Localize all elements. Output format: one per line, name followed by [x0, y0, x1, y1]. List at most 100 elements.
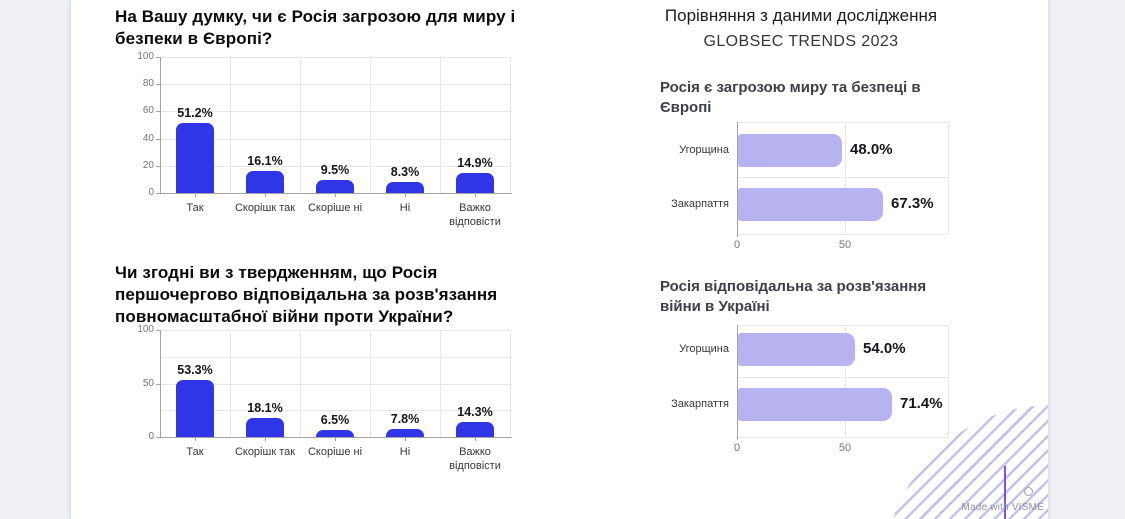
x-tick-mark [405, 193, 406, 197]
y-tick-label: 100 [137, 324, 154, 335]
gridline-v [845, 325, 846, 437]
category-label: Закарпаття [671, 398, 729, 410]
left-chart-1: 0 20 40 60 80 100 51.2% Так 16.1% Скорішк так 9.5%… [135, 50, 520, 228]
gridline-h [737, 325, 948, 326]
x-tick-mark [265, 437, 266, 441]
bar [176, 123, 214, 193]
category-label: Важко відповісти [449, 202, 501, 228]
category-label: Ні [399, 202, 411, 214]
cursor-line-decoration [1004, 466, 1006, 519]
bar-value-label: 48.0% [850, 141, 893, 158]
gridline-v [510, 330, 511, 437]
infographic-canvas: На Вашу думку, чи є Росія загрозою для м… [71, 0, 1048, 519]
y-tick-label: 60 [142, 105, 154, 117]
right-chart-2: 0 50 54.0% Угорщина 71.4% Закарпаття [660, 323, 960, 461]
bar [738, 387, 892, 421]
visme-ring-icon [1024, 487, 1033, 496]
bar [386, 429, 424, 437]
gridline-v [230, 57, 231, 193]
y-tick-mark [156, 330, 160, 331]
category-label: Скорішк так [234, 202, 296, 214]
x-tick-mark [335, 193, 336, 197]
y-tick-mark [156, 165, 160, 167]
x-tick-mark [475, 437, 476, 441]
x-tick-label: 0 [733, 442, 741, 454]
gridline-h [160, 57, 510, 58]
x-tick-label: 0 [733, 239, 741, 251]
gridline-h [737, 437, 948, 438]
bar [738, 133, 842, 167]
right-chart-2-title: Росія відповідальна за розв'язання війни… [660, 278, 927, 315]
y-tick-label: 50 [142, 377, 154, 389]
y-axis-line [737, 325, 738, 440]
x-tick-mark [475, 193, 476, 197]
y-tick-mark [156, 84, 160, 86]
left-chart-2-title: Чи згодні ви з твердженням, що Росія пер… [115, 263, 498, 326]
bar-value-label: 14.9% [457, 156, 493, 170]
x-tick-mark [195, 193, 196, 197]
gridline-v [230, 330, 231, 437]
right-chart-1: 0 50 48.0% Угорщина 67.3% Закарпаття [660, 120, 960, 258]
gridline-h [160, 165, 510, 167]
category-label: Скорішк так [234, 446, 296, 458]
gridline-v [300, 330, 301, 437]
gridline-v [370, 330, 371, 437]
made-with-visme-link[interactable]: Made with VISME [961, 502, 1044, 513]
y-tick-label: 0 [148, 187, 154, 198]
x-tick-mark [335, 437, 336, 441]
bar-value-label: 54.0% [863, 340, 906, 357]
bar-value-label: 14.3% [457, 405, 493, 419]
left-chart-1-title: На Вашу думку, чи є Росія загрозою для м… [115, 7, 516, 48]
category-label: Скоріше ні [307, 446, 363, 458]
x-tick-mark [405, 437, 406, 441]
y-tick-label: 20 [142, 159, 154, 171]
bar-value-label: 53.3% [177, 363, 213, 377]
gridline-v [300, 57, 301, 193]
bar [738, 187, 883, 221]
x-tick-mark [265, 193, 266, 197]
bar [246, 418, 284, 437]
y-tick-mark [156, 383, 160, 385]
y-tick-mark [156, 138, 160, 140]
bar-value-label: 51.2% [177, 106, 213, 120]
gridline-v [510, 57, 511, 193]
y-tick-mark [156, 193, 160, 194]
bar [176, 380, 214, 437]
plot-right-border [948, 122, 949, 234]
gridline-v [440, 57, 441, 193]
right-chart-1-title: Росія є загрозою миру та безпеці в Європ… [660, 79, 921, 116]
category-label: Угорщина [679, 343, 729, 355]
category-label: Так [186, 202, 204, 214]
gridline-h [737, 376, 948, 378]
y-axis-line [160, 57, 161, 193]
category-label: Угорщина [679, 144, 729, 156]
x-axis-line [160, 437, 512, 438]
gridline-h [737, 177, 948, 178]
x-tick-mark [195, 437, 196, 441]
bar-value-label: 9.5% [320, 163, 350, 177]
y-axis-line [160, 330, 161, 437]
bar-value-label: 8.3% [390, 165, 420, 179]
category-label: Закарпаття [671, 198, 729, 210]
bar [316, 430, 354, 437]
bar [246, 171, 284, 193]
y-tick-label: 80 [142, 78, 154, 90]
bar-value-label: 6.5% [320, 413, 350, 427]
x-axis-line [160, 193, 512, 194]
gridline-h [160, 111, 510, 113]
bar [738, 332, 855, 366]
gridline-h [160, 84, 510, 86]
y-tick-mark [156, 437, 160, 438]
gridline-h [160, 383, 510, 385]
gridline-v [370, 57, 371, 193]
gridline-h [737, 234, 948, 235]
comparison-header-line2: GLOBSEC TRENDS 2023 [703, 33, 899, 50]
y-tick-label: 0 [148, 431, 154, 442]
bar-value-label: 16.1% [247, 154, 283, 168]
category-label: Важко відповісти [449, 446, 501, 472]
category-label: Скоріше ні [307, 202, 363, 214]
y-tick-label: 40 [142, 132, 154, 144]
bar-value-label: 18.1% [247, 401, 283, 415]
gridline-h [160, 356, 510, 358]
gridline-h [160, 138, 510, 140]
